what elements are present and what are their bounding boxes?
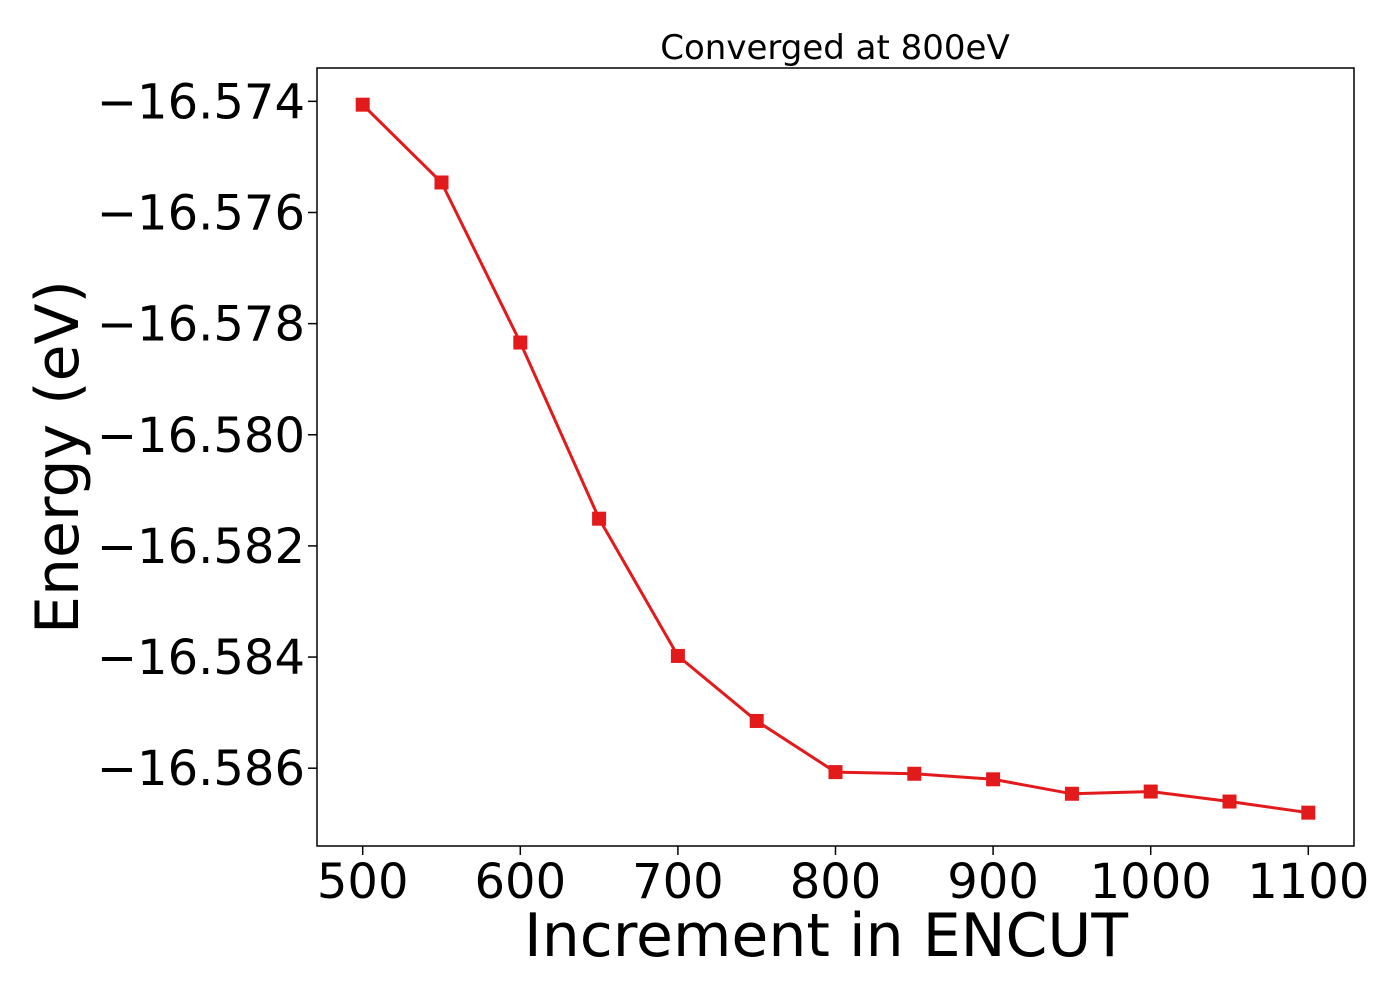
data-point	[1222, 794, 1237, 809]
y-tick-label: −16.576	[97, 185, 305, 241]
x-axis: 500 600 700 800 900 1000 1100	[317, 846, 1369, 910]
x-axis-label: Increment in ENCUT	[524, 901, 1128, 971]
y-tick-label: −16.586	[97, 741, 305, 797]
data-point	[513, 335, 528, 350]
x-tick-label: 1000	[1090, 854, 1212, 910]
x-tick-label: 600	[474, 854, 566, 910]
data-point	[670, 648, 685, 663]
y-tick-label: −16.574	[97, 74, 305, 130]
y-axis: −16.574 −16.576 −16.578 −16.580 −16.582 −16.5…	[97, 74, 317, 797]
y-axis-label: Energy (eV)	[23, 280, 93, 634]
plot-area	[316, 67, 1355, 847]
data-point	[907, 766, 922, 781]
x-tick-label: 800	[790, 854, 882, 910]
data-point	[1301, 805, 1316, 820]
data-point	[355, 97, 370, 112]
y-tick-label: −16.578	[97, 297, 305, 353]
x-tick-label: 500	[317, 854, 409, 910]
x-tick-label: 700	[632, 854, 724, 910]
y-tick-label: −16.584	[97, 630, 305, 686]
y-tick-label: −16.580	[97, 408, 305, 464]
data-point	[1064, 786, 1079, 801]
series-layer	[355, 97, 1316, 820]
data-point	[828, 765, 843, 780]
x-tick-label: 900	[947, 854, 1039, 910]
chart-title: Converged at 800eV	[660, 28, 1009, 68]
series-line	[361, 103, 1309, 815]
data-point	[986, 772, 1001, 787]
data-point	[749, 713, 764, 728]
x-tick-label: 1100	[1247, 854, 1369, 910]
data-point	[434, 175, 449, 190]
data-point	[1143, 784, 1158, 799]
y-tick-label: −16.582	[97, 519, 305, 575]
data-point	[592, 511, 607, 526]
